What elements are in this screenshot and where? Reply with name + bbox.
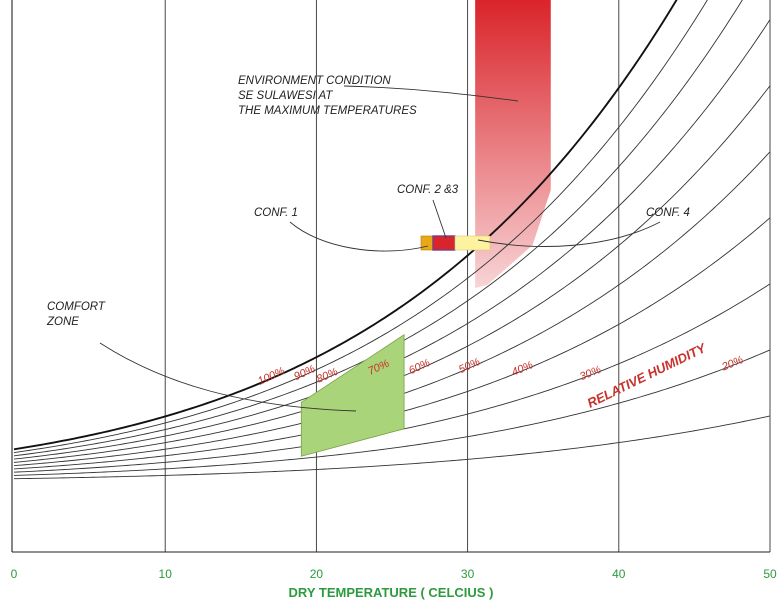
conf-2-3-box (432, 235, 456, 251)
x-tick-20: 20 (310, 567, 324, 581)
rh-label-50: 50% (457, 356, 482, 376)
rh-curve-20 (13, 349, 770, 476)
x-tick-40: 40 (612, 567, 626, 581)
conf-1-leader (289, 221, 429, 252)
conf-4-box (454, 235, 491, 251)
rh-label-20: 20% (719, 354, 745, 374)
comfort-zone-region (300, 334, 405, 457)
x-tick-labels: 0 10 20 30 40 50 (11, 567, 777, 581)
comfort-zone-label-line2: ZONE (46, 316, 79, 328)
environment-condition-layer (475, 0, 551, 288)
conf-1-box (420, 235, 434, 251)
chart-axes (11, 0, 770, 553)
vertical-gridlines (164, 0, 771, 552)
rh-label-40: 40% (510, 359, 535, 379)
environment-label-line3: THE MAXIMUM TEMPERATURES (238, 105, 417, 117)
environment-condition-region (475, 0, 551, 288)
x-tick-50: 50 (763, 567, 777, 581)
conf-2-3-leader (432, 199, 447, 239)
rh-label-90: 90% (292, 363, 317, 383)
x-tick-30: 30 (461, 567, 475, 581)
conf-1-label: CONF. 1 (254, 207, 298, 219)
rh-curve-90 (13, 0, 708, 454)
comfort-zone-leader (99, 342, 357, 412)
environment-label-line2: SE SULAWESI AT (238, 90, 333, 102)
comfort-and-configuration-regions (300, 235, 491, 457)
rh-curve-100 (13, 0, 678, 451)
comfort-zone-label-line1: COMFORT (47, 301, 106, 313)
environment-leader (343, 85, 519, 102)
rh-label-30: 30% (578, 364, 603, 383)
conf-2-3-label: CONF. 2 &3 (397, 184, 459, 196)
x-axis-label: DRY TEMPERATURE ( CELCIUS ) (289, 585, 494, 600)
conf-4-leader (477, 221, 661, 247)
x-tick-0: 0 (11, 567, 18, 581)
conf-4-label: CONF. 4 (646, 207, 690, 219)
rh-label-60: 60% (407, 357, 432, 377)
relative-humidity-title: RELATIVE HUMIDITY (585, 340, 709, 411)
environment-label-line1: ENVIRONMENT CONDITION (238, 75, 391, 87)
rh-curve-10 (13, 415, 770, 480)
x-tick-10: 10 (159, 567, 173, 581)
